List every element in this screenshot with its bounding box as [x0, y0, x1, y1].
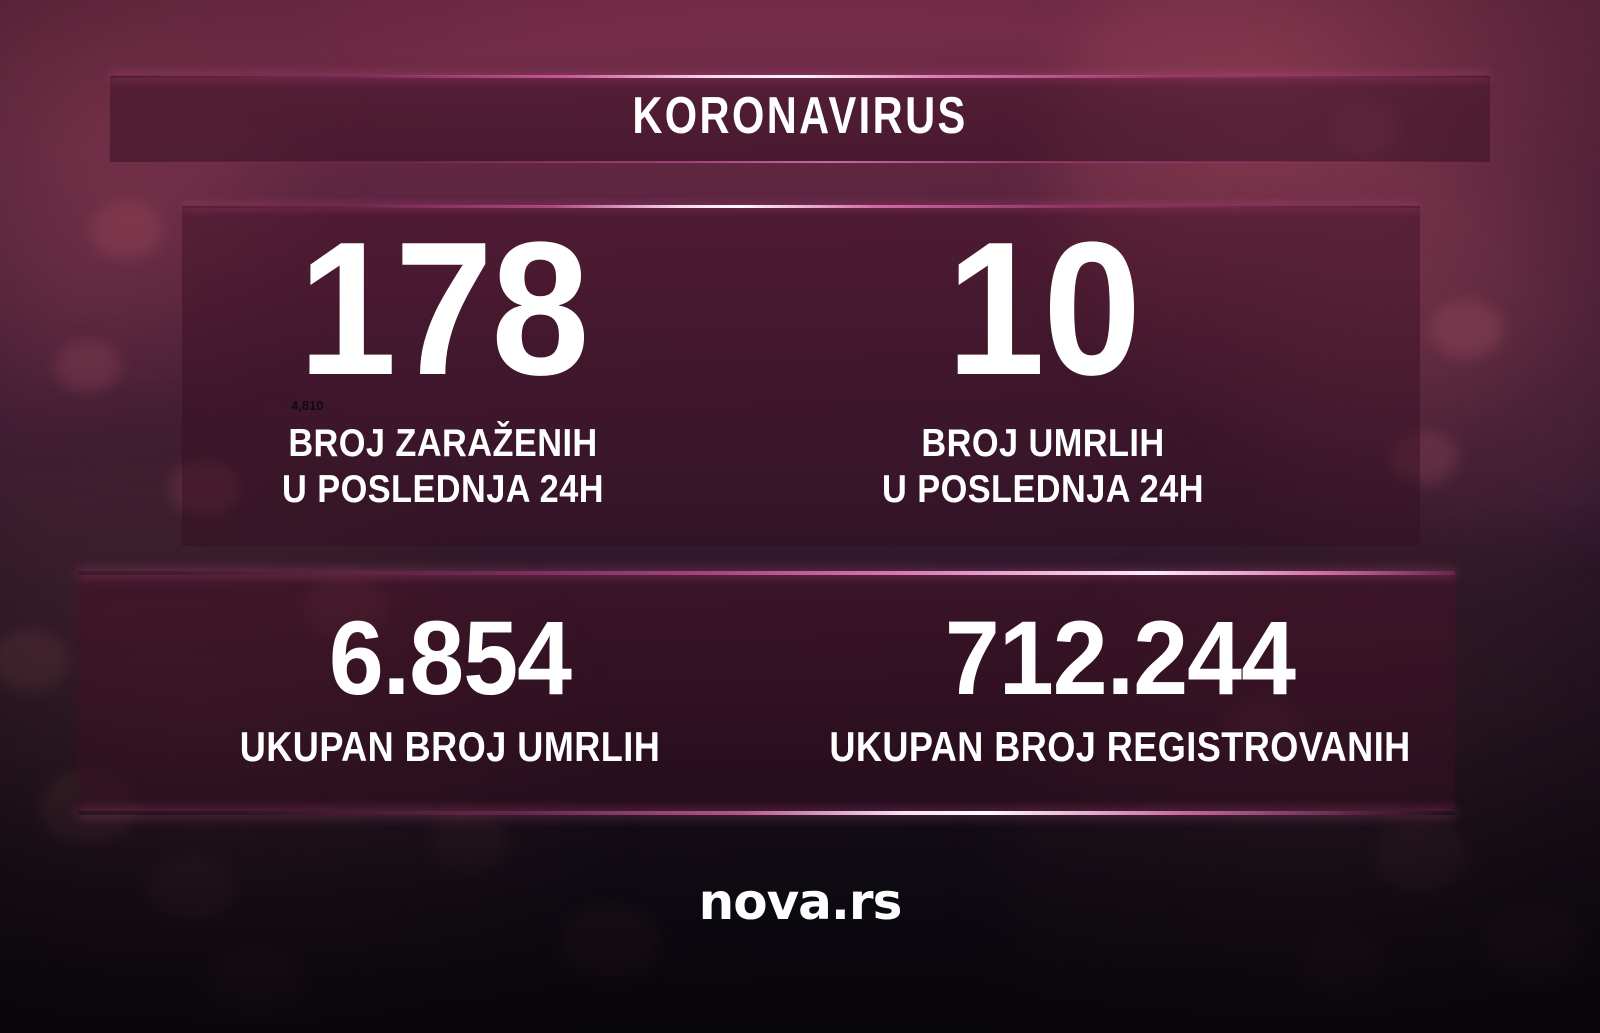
header-glow-line-bottom — [110, 161, 1490, 163]
total-block-deaths: 6.854 UKUPAN BROJ UMRLIH — [150, 606, 750, 771]
totals-panel-glow-line-bottom — [78, 811, 1455, 815]
infected-micro-note: 4,810 — [291, 398, 324, 413]
stat-block-deaths-24h: 10 BROJ UMRLIH U POSLEDNJA 24H — [803, 203, 1283, 513]
total-deaths-label: UKUPAN BROJ UMRLIH — [239, 723, 661, 770]
deaths-24h-count-label: BROJ UMRLIH U POSLEDNJA 24H — [832, 421, 1254, 513]
deaths-24h-count-value: 10 — [946, 203, 1142, 415]
total-deaths-value: 6.854 — [328, 600, 572, 717]
deaths-24h-label-line2: U POSLEDNJA 24H — [882, 467, 1204, 511]
infected-count-value: 178 — [298, 203, 589, 415]
nova-rs-logo: nova.rs — [698, 873, 903, 931]
daily-stats-panel — [182, 205, 1420, 546]
infected-label-line1: BROJ ZARAŽENIH — [288, 421, 598, 465]
deaths-24h-label-line1: BROJ UMRLIH — [921, 421, 1165, 465]
total-registered-value: 712.244 — [944, 600, 1296, 717]
totals-panel — [78, 571, 1455, 815]
stat-block-infected: 178 BROJ ZARAŽENIH U POSLEDNJA 24H — [203, 203, 683, 513]
header-band — [110, 75, 1490, 163]
infected-label-line2: U POSLEDNJA 24H — [282, 467, 604, 511]
totals-panel-glow-line-top — [78, 571, 1455, 575]
header-glow-line-top — [110, 75, 1490, 78]
total-registered-label: UKUPAN BROJ REGISTROVANIH — [829, 723, 1411, 770]
page-title: KORONAVIRUS — [632, 87, 968, 145]
infected-count-label: BROJ ZARAŽENIH U POSLEDNJA 24H — [232, 421, 654, 513]
total-block-registered: 712.244 UKUPAN BROJ REGISTROVANIH — [770, 606, 1470, 771]
stats-panel-glow-line-top — [182, 205, 1420, 208]
